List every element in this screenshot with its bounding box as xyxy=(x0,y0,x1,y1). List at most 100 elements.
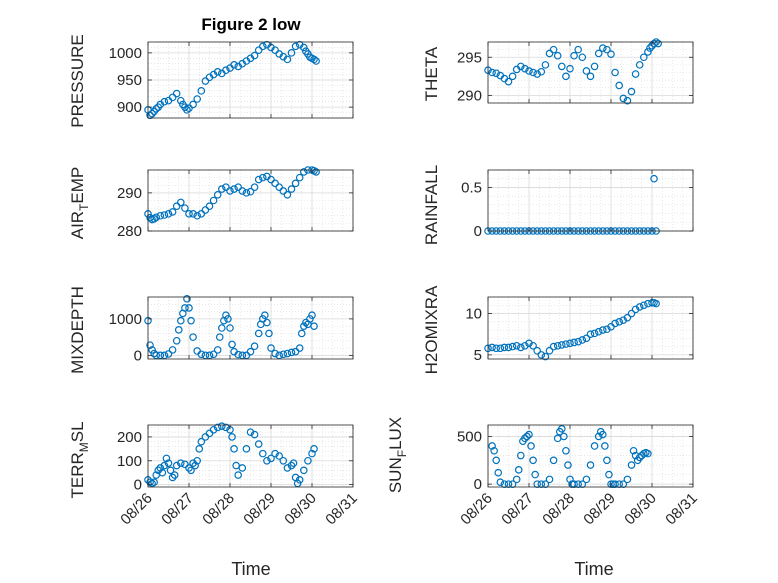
data-point xyxy=(525,67,533,75)
data-point xyxy=(164,459,173,467)
data-point xyxy=(150,215,158,223)
data-point xyxy=(213,423,222,432)
axes-box xyxy=(147,296,354,360)
data-point xyxy=(177,198,185,207)
data-point xyxy=(533,346,542,355)
ylabel-air-temp-sub: T xyxy=(77,203,91,211)
data-point xyxy=(566,475,574,484)
data-point xyxy=(177,316,185,325)
data-point xyxy=(283,464,292,472)
data-point xyxy=(308,311,316,320)
data-point xyxy=(166,466,175,475)
data-point xyxy=(271,349,279,358)
data-point xyxy=(168,473,177,482)
h2omixra-panel: 5 10 xyxy=(465,296,694,364)
data-point xyxy=(562,446,570,455)
data-point xyxy=(627,87,636,96)
data-point xyxy=(238,187,247,195)
data-point xyxy=(234,183,243,191)
data-point xyxy=(193,456,202,465)
data-point xyxy=(160,351,169,360)
data-point xyxy=(619,94,628,103)
data-point xyxy=(494,468,503,477)
data-point xyxy=(582,67,591,75)
data-point xyxy=(541,352,550,361)
data-point xyxy=(545,49,554,58)
y-tick-label: 0 xyxy=(474,476,482,493)
data-point xyxy=(291,179,300,188)
data-point xyxy=(177,459,185,467)
data-point xyxy=(635,303,644,311)
data-point xyxy=(560,432,568,441)
data-point xyxy=(562,72,570,81)
data-point xyxy=(654,39,662,48)
data-point xyxy=(254,440,263,448)
data-point xyxy=(258,173,267,182)
data-point xyxy=(582,475,591,484)
data-point xyxy=(578,336,587,344)
data-point xyxy=(174,326,183,334)
data-point xyxy=(201,351,210,360)
data-point xyxy=(516,62,525,71)
data-point xyxy=(295,344,304,352)
data-point xyxy=(557,425,566,433)
data-point xyxy=(213,190,222,199)
data-point xyxy=(623,475,632,484)
data-point xyxy=(492,456,501,465)
data-point xyxy=(187,466,195,475)
data-point xyxy=(590,329,599,338)
data-point xyxy=(500,343,509,352)
data-point xyxy=(562,340,570,348)
data-point xyxy=(222,66,230,75)
axes-box xyxy=(147,169,354,232)
data-point xyxy=(234,350,243,359)
data-point xyxy=(639,301,648,310)
data-point xyxy=(191,461,199,470)
data-point xyxy=(598,326,607,334)
data-point xyxy=(172,202,181,211)
ylabel-terr-msl-sub: M xyxy=(77,442,91,452)
ylabel-sun-flux: SUNFLUX xyxy=(386,417,409,493)
data-point xyxy=(512,341,521,350)
data-point xyxy=(496,344,505,353)
data-point xyxy=(598,44,607,52)
data-point xyxy=(181,304,189,312)
data-point xyxy=(549,342,558,351)
data-point xyxy=(605,470,613,479)
data-point xyxy=(250,183,259,191)
data-point xyxy=(189,100,197,109)
data-point xyxy=(275,452,284,460)
data-point xyxy=(209,425,218,434)
data-point xyxy=(242,445,251,453)
data-point xyxy=(250,51,259,60)
data-point xyxy=(201,77,210,85)
data-point xyxy=(162,454,171,463)
data-point xyxy=(590,442,599,450)
ylabel-air-temp-main: AIR xyxy=(68,211,87,239)
data-point xyxy=(557,62,566,71)
data-point xyxy=(541,61,550,69)
ylabel-air-temp-rest: EMP xyxy=(68,167,87,204)
data-point xyxy=(570,51,578,60)
data-point xyxy=(521,64,529,73)
data-point xyxy=(152,351,161,360)
data-point xyxy=(310,322,318,330)
data-point xyxy=(299,43,308,52)
ylabel-air-temp: AIRTEMP xyxy=(68,167,91,240)
data-point xyxy=(152,104,161,113)
y-tick-label: 0 xyxy=(474,223,482,240)
data-point xyxy=(250,430,259,439)
data-point xyxy=(230,61,238,69)
data-point xyxy=(590,62,599,71)
data-point xyxy=(209,350,218,359)
data-point xyxy=(629,446,638,455)
axes-box xyxy=(487,424,694,488)
data-point xyxy=(525,339,533,348)
data-point xyxy=(152,213,161,222)
data-point xyxy=(627,309,636,318)
data-point xyxy=(254,46,263,54)
data-point xyxy=(623,96,632,105)
data-point xyxy=(619,316,628,324)
data-point xyxy=(533,70,542,78)
